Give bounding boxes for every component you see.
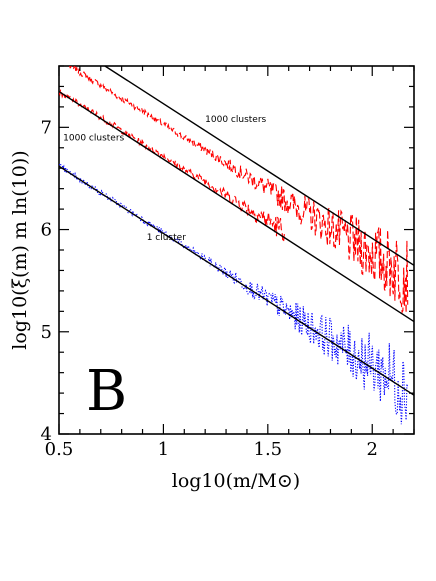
annotation-layer: 1000 clusters 1000 clusters 1 cluster <box>63 115 266 243</box>
x-tick-label: 2 <box>367 439 378 460</box>
fit-line-1 <box>104 66 414 266</box>
fit-line-2 <box>59 90 414 323</box>
series-line-3 <box>59 163 409 425</box>
x-tick-label: 0.5 <box>45 439 74 460</box>
annotation-label: 1 cluster <box>147 233 186 243</box>
y-tick-label: 7 <box>41 117 52 138</box>
fit-line-layer <box>59 66 414 396</box>
y-tick-label: 6 <box>41 220 52 241</box>
x-axis-title: log10(m/M⊙) <box>172 470 300 492</box>
tick-layer <box>58 65 415 435</box>
series-line-2 <box>59 87 286 244</box>
fit-line-3 <box>59 165 414 396</box>
y-axis-title: log10(ξ(m) m ln(10)) <box>9 150 31 349</box>
series-line-1 <box>69 66 409 315</box>
x-tick-label: 1 <box>158 439 169 460</box>
x-tick-label: 1.5 <box>254 439 283 460</box>
annotation-label: 1000 clusters <box>63 134 124 144</box>
annotation-label: 1000 clusters <box>205 115 266 125</box>
panel-label: B <box>86 359 127 424</box>
y-tick-label: 5 <box>41 322 52 343</box>
tick-label-layer: 0.5 1 1.5 2 4 5 6 7 <box>41 117 378 460</box>
y-tick-label: 4 <box>41 424 52 445</box>
